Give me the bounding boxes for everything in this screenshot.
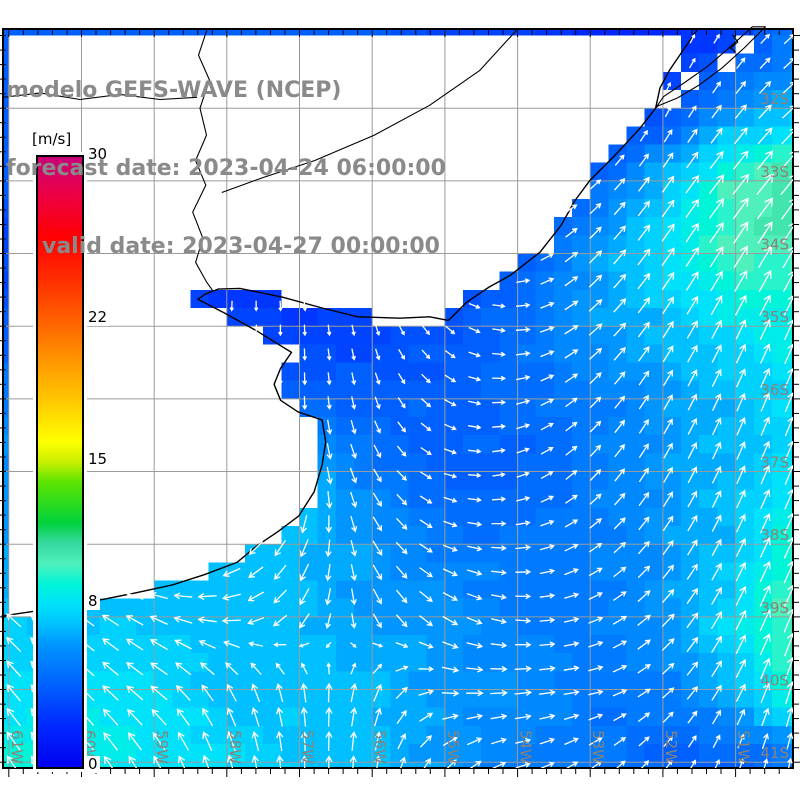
coastline [1,26,766,617]
lon-label: 54W [517,730,535,764]
lon-label: 51W [735,730,753,764]
lon-label: 55W [444,730,462,764]
lat-label: 32S [760,90,789,108]
graticule-labels: 61W 60W 59W 58W 57W 56W 55W 54W 53W 52W 51W 32S 33S 3… [8,90,789,764]
forecast-date-label: forecast date: 2023-04-24 06:00:00 [6,156,446,181]
lon-label: 58W [226,730,244,764]
colorbar-tick-22: 22 [86,307,110,326]
valid-date-label: valid date: 2023-04-27 00:00:00 [42,234,440,259]
lon-label: 53W [589,730,607,764]
lon-label: 56W [371,730,389,764]
colorbar-unit-label: [m/s] [29,130,75,149]
lat-label: 33S [760,163,789,181]
lat-label: 40S [760,672,789,690]
lat-label: 37S [760,454,789,472]
lat-label: 39S [760,599,789,617]
lon-label: 57W [299,730,317,764]
plot-header: modelo GEFS-WAVE (NCEP) forecast date: 2… [6,26,446,312]
lat-label: 35S [760,308,789,326]
colorbar-gradient [33,152,87,772]
colorbar-tick-8: 8 [86,592,100,611]
lat-label: 34S [760,236,789,254]
lat-label: 41S [760,744,789,762]
river-line [2,92,198,101]
wind-vector-arrows [5,33,793,768]
colorbar-tick-30: 30 [86,145,110,163]
lon-label: 59W [153,730,171,764]
lon-label: 60W [81,730,99,764]
lon-label: 61W [8,730,26,764]
colorbar-tick-15: 15 [86,450,110,468]
lon-label: 52W [662,730,680,764]
colorbar-tick-0: 0 [86,755,100,773]
river-line [221,28,519,194]
lat-label: 36S [760,381,789,399]
river-line [192,28,213,291]
lat-label: 38S [760,526,789,544]
model-title: modelo GEFS-WAVE (NCEP) [6,78,342,103]
